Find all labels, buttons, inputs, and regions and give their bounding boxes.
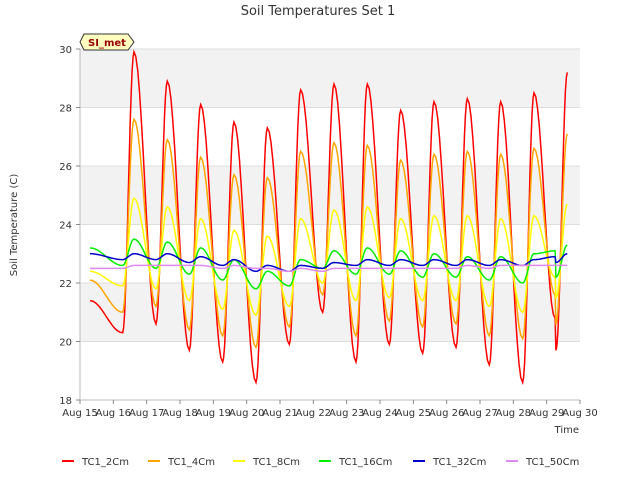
grid-band <box>80 283 580 342</box>
x-tick-label: Aug 29 <box>529 408 564 419</box>
series-line-tc1-8cm <box>89 197 568 317</box>
legend-label: TC1_4Cm <box>167 457 215 468</box>
x-tick-label: Aug 21 <box>262 408 297 419</box>
y-tick-label: 24 <box>59 221 72 232</box>
x-tick-label: Aug 19 <box>196 408 231 419</box>
x-tick-label: Aug 23 <box>329 408 364 419</box>
y-tick-label: 20 <box>59 338 72 349</box>
y-axis-label: Soil Temperature (C) <box>9 174 20 277</box>
y-tick-label: 28 <box>59 104 72 115</box>
x-tick-label: Aug 17 <box>129 408 164 419</box>
x-tick-label: Aug 30 <box>562 408 597 419</box>
series-lines <box>89 49 569 386</box>
y-tick-label: 22 <box>59 279 72 290</box>
x-tick-label: Aug 20 <box>229 408 264 419</box>
annotation-box: SI_met <box>79 33 135 51</box>
series-line-tc1-50cm <box>90 264 568 273</box>
series-line-tc1-16cm <box>89 238 568 290</box>
annotation-tag-shape <box>79 33 135 51</box>
series-line-tc1-4cm <box>89 117 569 350</box>
legend-label: TC1_16Cm <box>338 457 392 468</box>
x-tick-label: Aug 18 <box>162 408 197 419</box>
chart-title: Soil Temperatures Set 1 <box>241 4 396 19</box>
legend-label: TC1_50Cm <box>525 457 579 468</box>
y-axis-ticks: 18 20 22 24 26 28 30 <box>59 45 80 407</box>
series-line-tc1-32cm <box>90 253 568 273</box>
legend-label: TC1_8Cm <box>252 457 300 468</box>
x-tick-label: Aug 15 <box>62 408 97 419</box>
y-tick-label: 30 <box>59 45 72 56</box>
x-tick-label: Aug 24 <box>362 408 397 419</box>
x-tick-label: Aug 16 <box>96 408 131 419</box>
x-tick-label: Aug 26 <box>429 408 464 419</box>
x-tick-label: Aug 25 <box>396 408 431 419</box>
legend: TC1_2Cm TC1_4Cm TC1_8Cm TC1_16Cm TC1_32Cm TC1… <box>62 457 579 468</box>
legend-label: TC1_32Cm <box>432 457 486 468</box>
x-tick-label: Aug 27 <box>462 408 497 419</box>
y-tick-label: 26 <box>59 162 72 173</box>
annotation-label: SI_met <box>88 38 126 49</box>
grid-band <box>80 49 580 108</box>
legend-label: TC1_2Cm <box>81 457 129 468</box>
x-axis-label: Time <box>554 425 579 436</box>
y-tick-label: 18 <box>59 396 72 407</box>
series-line-tc1-2cm <box>89 49 569 386</box>
x-tick-label: Aug 28 <box>496 408 531 419</box>
x-tick-label: Aug 22 <box>296 408 331 419</box>
